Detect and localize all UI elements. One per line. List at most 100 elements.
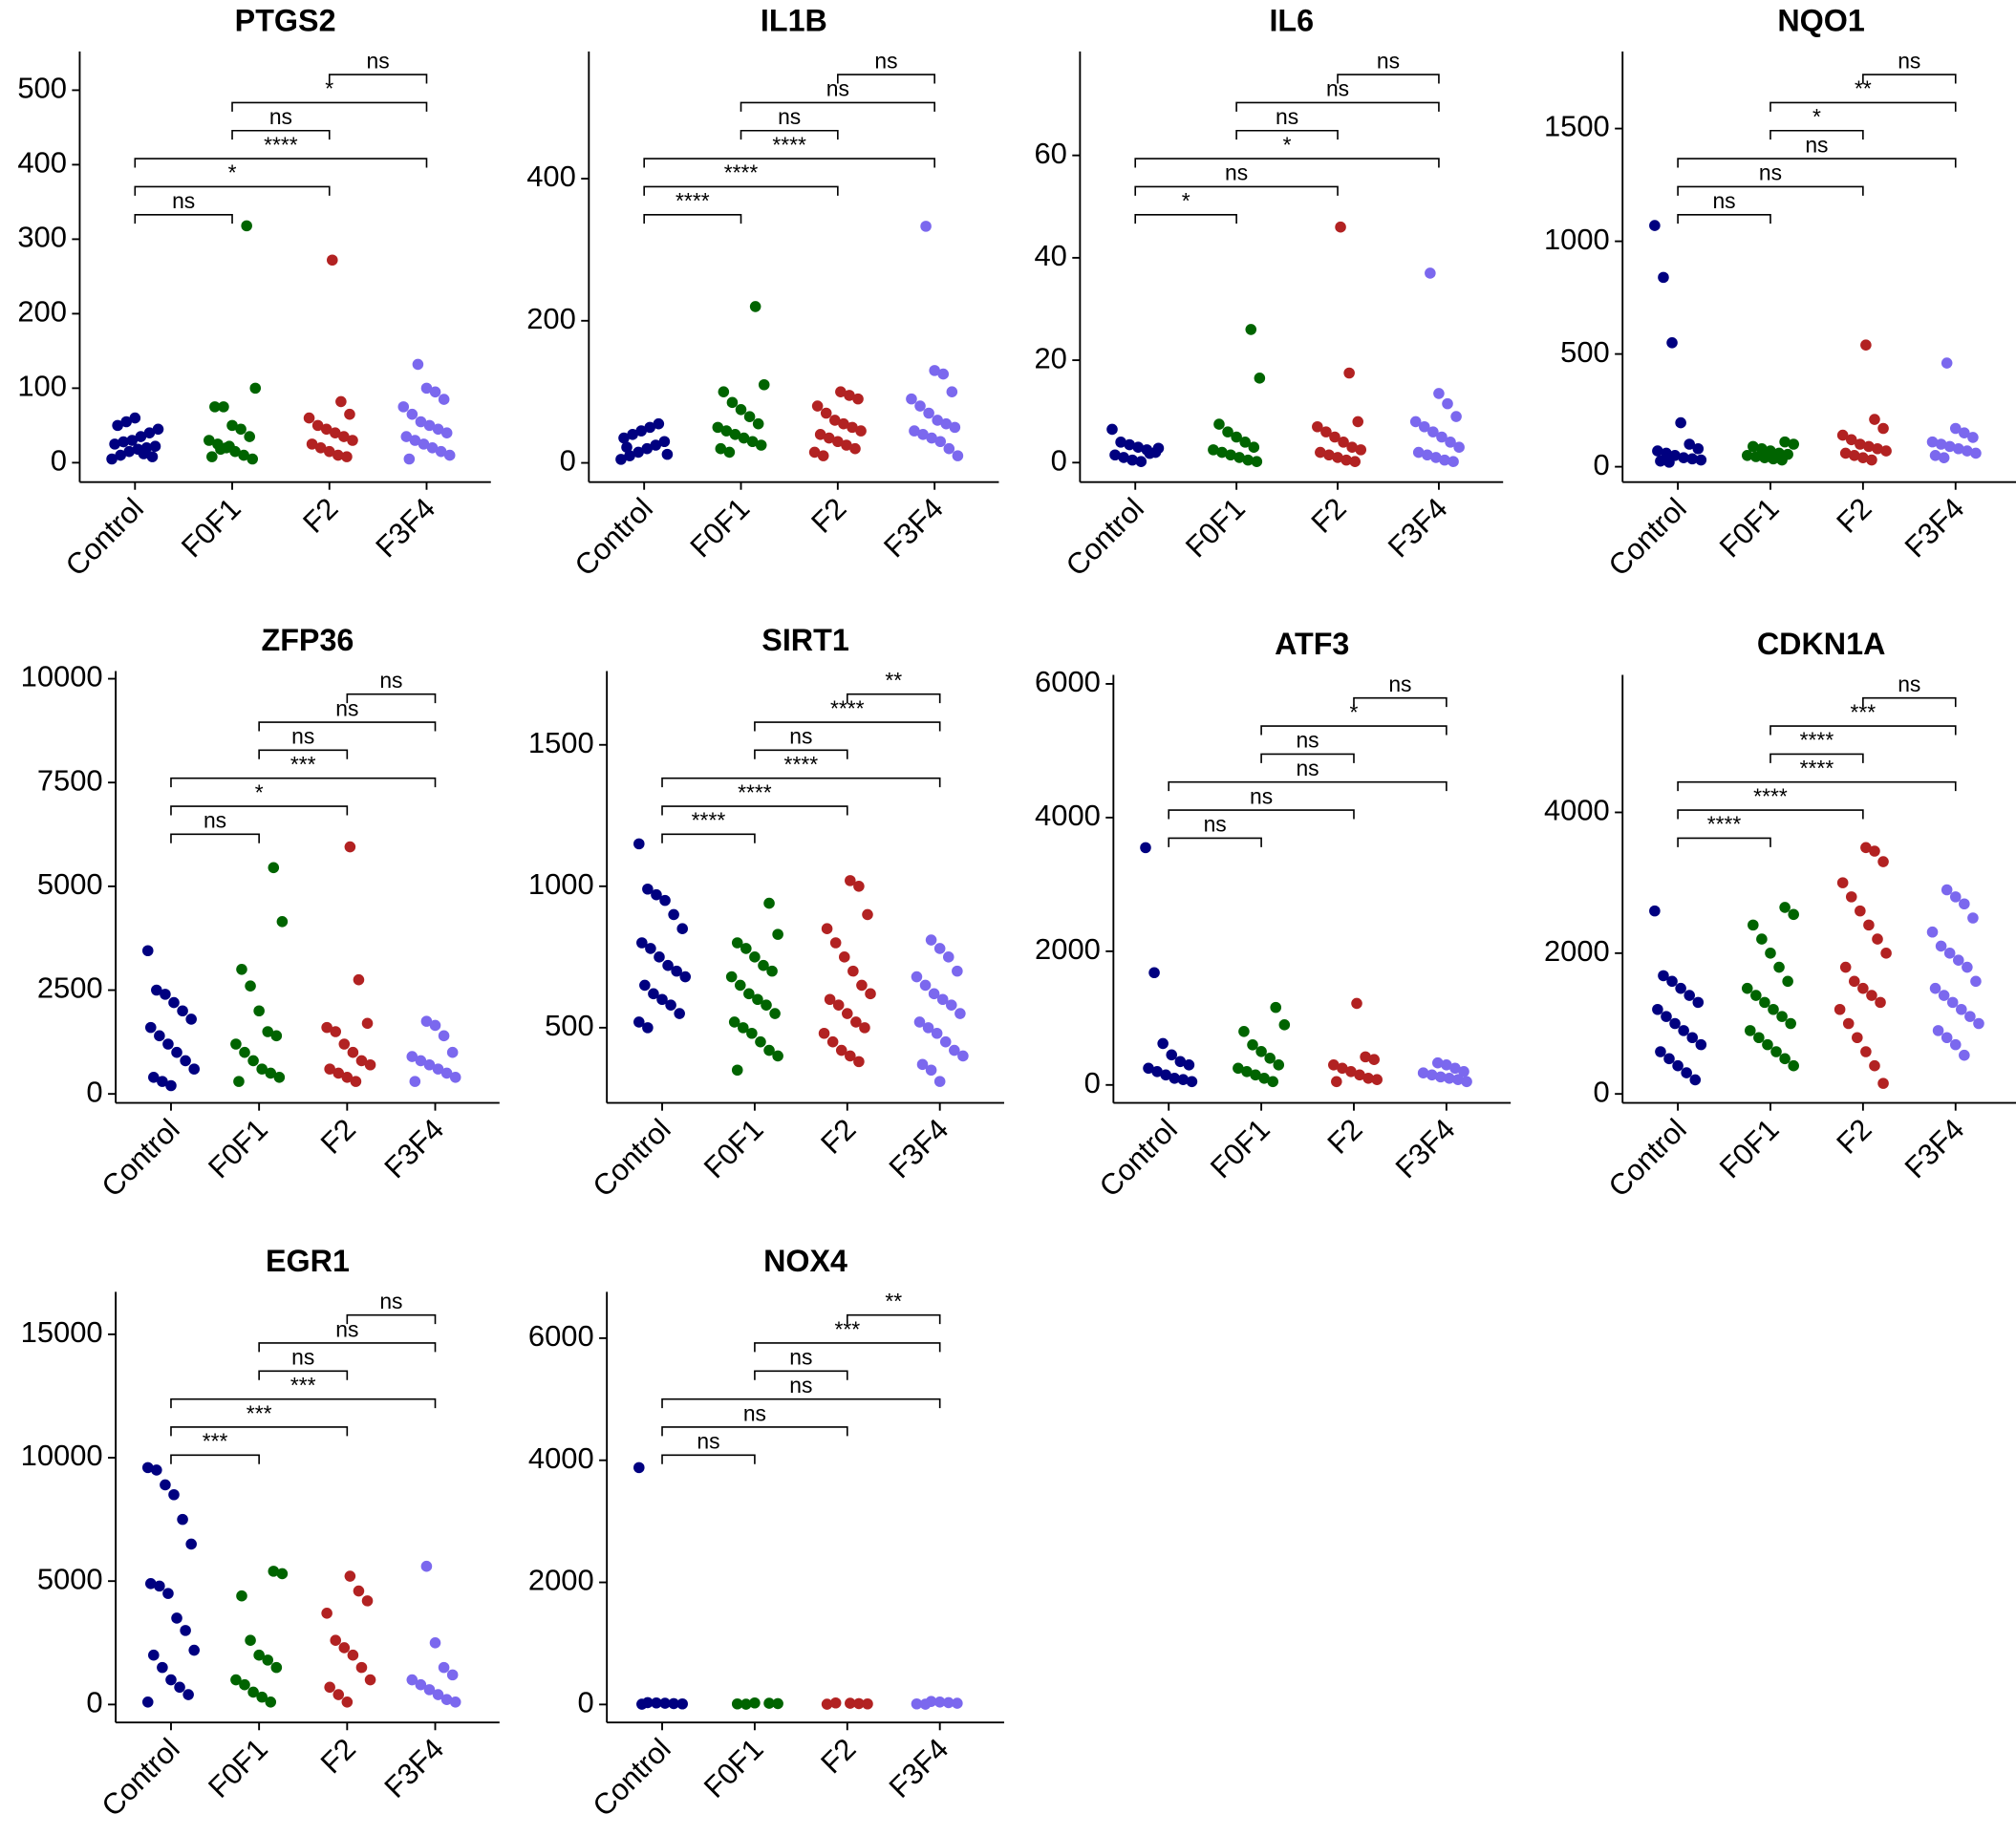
point [1877,856,1889,867]
point [141,1462,154,1474]
x-tick-label: F2 [814,1732,862,1780]
point [855,425,867,437]
point [821,923,833,935]
x-tick-label: F0F1 [202,1732,274,1804]
point [1312,420,1323,433]
point [853,1056,865,1068]
point [1135,456,1147,468]
point [168,1488,180,1501]
point [957,1050,969,1062]
significance-label: ns [874,48,897,73]
point [925,934,937,946]
point [749,951,761,963]
panel: ZFP36 0 2500 5000 7500 10000 Control F0F1 F2 F3F4… [21,623,500,1204]
point [1932,1025,1944,1036]
point [1332,452,1343,463]
point [151,1464,162,1476]
point [862,1697,873,1710]
point [239,1046,250,1058]
significance-label: ns [1898,672,1920,696]
x-tick-label: F3F4 [1382,491,1454,564]
point [335,395,347,408]
point [138,448,150,459]
bracket [1769,725,1957,736]
point [320,423,332,436]
point [1126,454,1138,466]
point [324,1063,335,1075]
point [659,894,671,907]
bracket [1677,158,1957,168]
x-tick-label: Control [586,1732,676,1823]
point [1695,1038,1707,1051]
point [659,1697,671,1709]
point [847,965,859,977]
point [1782,975,1793,988]
significance-label: ns [743,1400,766,1425]
point [859,1022,870,1034]
point [1278,1019,1291,1031]
point [1768,453,1779,465]
point [1213,418,1225,430]
point [661,448,674,460]
panel-title: NQO1 [1777,3,1865,37]
point [636,1698,648,1710]
point [1926,436,1939,448]
point [438,1030,450,1042]
point [1938,452,1950,463]
point [949,1044,960,1056]
y-tick-label: 400 [526,160,576,193]
bracket [661,777,941,788]
point [1744,1025,1756,1036]
point [1132,441,1145,453]
point [917,429,929,440]
significance-label: * [1182,188,1190,213]
panel: PTGS2 0 100 200 300 400 500 Control F0F1 F2 F3F4 ns… [17,3,491,583]
point [635,425,647,437]
point [332,449,344,461]
significance-label: ns [1296,728,1319,753]
x-tick-label: F3F4 [1898,491,1971,564]
point [743,988,755,1000]
y-tick-label: 60 [1034,137,1066,170]
point [820,407,832,419]
bracket [1337,74,1440,84]
point [1788,908,1799,921]
point [1836,877,1849,888]
point [1247,1039,1258,1051]
point [1343,367,1355,379]
point [347,1649,359,1661]
x-tick-label: Control [1060,491,1150,582]
point [676,1697,688,1710]
point [168,996,180,1009]
significance-label: **** [772,132,806,157]
point [731,1064,743,1077]
significance-label: ns [1805,132,1828,157]
point [949,421,961,434]
point [636,937,648,949]
point [758,378,770,391]
point [273,1072,286,1083]
point [123,445,136,458]
point [814,429,826,440]
bracket [1260,753,1355,763]
point [929,365,940,376]
point [939,1035,952,1048]
y-tick-label: 300 [17,221,67,254]
point [235,423,247,436]
point [1750,451,1762,462]
point [233,1076,245,1087]
point [1233,1062,1244,1075]
point [1140,842,1151,854]
point [253,1005,265,1017]
y-tick-label: 500 [545,1009,594,1042]
x-tick-label: Control [95,1112,185,1203]
point [406,1051,418,1062]
point [188,1063,200,1075]
point [1335,221,1346,233]
significance-label: **** [692,808,726,833]
point [1461,1076,1472,1088]
bracket [170,777,437,788]
point [845,1697,856,1709]
point [1186,1076,1198,1088]
point [633,838,645,850]
